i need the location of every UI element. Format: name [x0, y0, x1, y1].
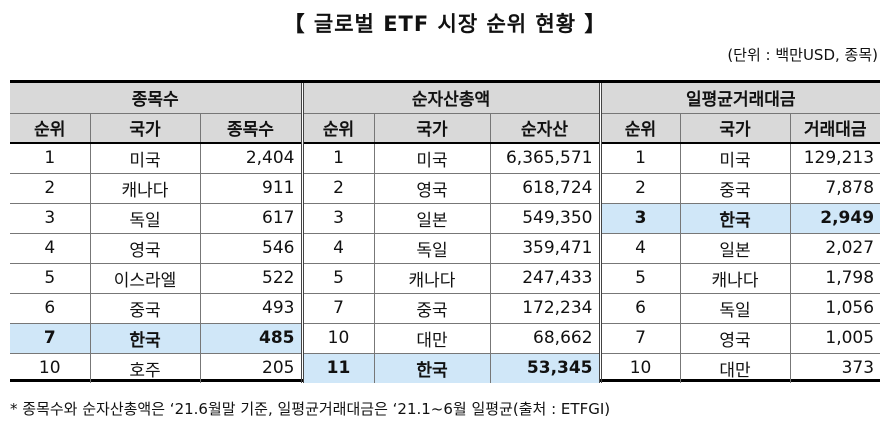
value-cell: 549,350: [489, 202, 602, 234]
country-cell: 영국: [679, 322, 791, 354]
table-row: 4 영국 546 4 독일 359,471 4 일본 2,027: [10, 232, 881, 264]
group-header-volume: 일평균거래대금: [599, 83, 881, 114]
rank-cell: 2: [10, 172, 91, 204]
unit-label: (단위 : 백만USD, 종목): [727, 46, 878, 64]
country-cell: 한국: [679, 202, 791, 234]
country-cell: 독일: [679, 292, 791, 324]
rank-cell: 5: [301, 262, 375, 294]
rank-cell: 6: [599, 292, 681, 324]
table-row: 7 한국 485 10 대만 68,662 7 영국 1,005: [10, 322, 881, 354]
group-header-assets: 순자산총액: [301, 83, 602, 114]
value-cell: 2,949: [789, 202, 881, 234]
country-cell: 독일: [373, 232, 491, 264]
rank-cell: 11: [301, 352, 375, 383]
value-cell: 1,056: [789, 292, 881, 324]
table-row: 5 이스라엘 522 5 캐나다 247,433 5 캐나다 1,798: [10, 262, 881, 294]
group-header-row: 종목수 순자산총액 일평균거래대금: [10, 83, 881, 114]
value-cell: 485: [199, 322, 304, 354]
group-header-count: 종목수: [10, 83, 304, 114]
country-cell: 미국: [373, 142, 491, 174]
value-cell: 618,724: [489, 172, 602, 204]
rank-cell: 3: [10, 202, 91, 234]
country-cell: 캐나다: [89, 172, 201, 204]
value-cell: 172,234: [489, 292, 602, 324]
country-cell: 미국: [89, 142, 201, 174]
value-cell: 68,662: [489, 322, 602, 354]
rank-cell: 4: [10, 232, 91, 264]
country-cell: 캐나다: [679, 262, 791, 294]
table-row: 6 중국 493 7 중국 172,234 6 독일 1,056: [10, 292, 881, 324]
rank-cell: 1: [301, 142, 375, 174]
col-header: 순자산: [489, 112, 602, 144]
value-cell: 493: [199, 292, 304, 324]
table-row: 3 독일 617 3 일본 549,350 3 한국 2,949: [10, 202, 881, 234]
value-cell: 359,471: [489, 232, 602, 264]
value-cell: 522: [199, 262, 304, 294]
value-cell: 373: [789, 352, 881, 383]
col-header: 거래대금: [789, 112, 881, 144]
value-cell: 53,345: [489, 352, 602, 383]
value-cell: 2,027: [789, 232, 881, 264]
col-header: 순위: [10, 112, 91, 144]
value-cell: 129,213: [789, 142, 881, 174]
value-cell: 2,404: [199, 142, 304, 174]
country-cell: 영국: [89, 232, 201, 264]
rank-cell: 7: [599, 322, 681, 354]
col-header: 국가: [679, 112, 791, 144]
country-cell: 한국: [373, 352, 491, 383]
country-cell: 중국: [89, 292, 201, 324]
value-cell: 1,798: [789, 262, 881, 294]
column-header-row: 순위 국가 종목수 순위 국가 순자산 순위 국가 거래대금: [10, 112, 881, 144]
country-cell: 호주: [89, 352, 201, 383]
country-cell: 영국: [373, 172, 491, 204]
footnote: * 종목수와 순자산총액은 ‘21.6월말 기준, 일평균거래대금은 ‘21.1…: [10, 400, 611, 418]
value-cell: 546: [199, 232, 304, 264]
rank-cell: 3: [301, 202, 375, 234]
table-row: 10 호주 205 11 한국 53,345 10 대만 373: [10, 352, 881, 383]
table-row: 1 미국 2,404 1 미국 6,365,571 1 미국 129,213: [10, 142, 881, 174]
rank-cell: 3: [599, 202, 681, 234]
value-cell: 247,433: [489, 262, 602, 294]
country-cell: 대만: [373, 322, 491, 354]
value-cell: 911: [199, 172, 304, 204]
country-cell: 대만: [679, 352, 791, 383]
rank-cell: 4: [599, 232, 681, 264]
col-header: 종목수: [199, 112, 304, 144]
rank-cell: 5: [599, 262, 681, 294]
rank-cell: 10: [301, 322, 375, 354]
col-header: 순위: [301, 112, 375, 144]
country-cell: 일본: [679, 232, 791, 264]
rank-cell: 10: [599, 352, 681, 383]
rank-cell: 7: [10, 322, 91, 354]
value-cell: 1,005: [789, 322, 881, 354]
country-cell: 중국: [679, 172, 791, 204]
page-title: 【 글로벌 ETF 시장 순위 현황 】: [283, 12, 607, 36]
rank-cell: 2: [599, 172, 681, 204]
rank-cell: 4: [301, 232, 375, 264]
value-cell: 7,878: [789, 172, 881, 204]
rank-cell: 1: [10, 142, 91, 174]
table-row: 2 캐나다 911 2 영국 618,724 2 중국 7,878: [10, 172, 881, 204]
etf-ranking-table-wrapper: 종목수 순자산총액 일평균거래대금 순위 국가 종목수 순위 국가 순자산 순위…: [10, 80, 881, 383]
col-header: 국가: [89, 112, 201, 144]
value-cell: 205: [199, 352, 304, 383]
value-cell: 617: [199, 202, 304, 234]
country-cell: 한국: [89, 322, 201, 354]
rank-cell: 7: [301, 292, 375, 324]
country-cell: 캐나다: [373, 262, 491, 294]
country-cell: 일본: [373, 202, 491, 234]
country-cell: 독일: [89, 202, 201, 234]
rank-cell: 5: [10, 262, 91, 294]
rank-cell: 1: [599, 142, 681, 174]
country-cell: 미국: [679, 142, 791, 174]
value-cell: 6,365,571: [489, 142, 602, 174]
col-header: 순위: [599, 112, 681, 144]
etf-ranking-table: 종목수 순자산총액 일평균거래대금 순위 국가 종목수 순위 국가 순자산 순위…: [10, 83, 881, 383]
country-cell: 중국: [373, 292, 491, 324]
rank-cell: 2: [301, 172, 375, 204]
country-cell: 이스라엘: [89, 262, 201, 294]
rank-cell: 10: [10, 352, 91, 383]
col-header: 국가: [373, 112, 491, 144]
rank-cell: 6: [10, 292, 91, 324]
